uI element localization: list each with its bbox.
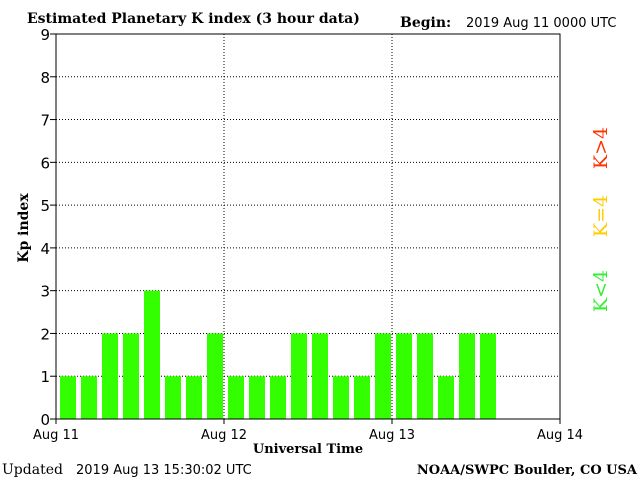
x-tick-label: Aug 11	[33, 428, 79, 443]
legend-k-equals-4: K=4	[590, 195, 612, 237]
bar-mark	[81, 376, 97, 419]
bar-mark	[291, 333, 307, 419]
bar-mark	[396, 333, 412, 419]
updated-value: 2019 Aug 13 15:30:02 UTC	[76, 463, 252, 478]
bar-mark	[333, 376, 349, 419]
y-tick-label: 2	[40, 325, 50, 343]
x-tick-label: Aug 14	[537, 428, 583, 443]
bar-mark	[312, 333, 328, 419]
legend-k-below-4: K<4	[590, 270, 612, 312]
y-tick-label: 6	[40, 154, 50, 172]
legend-k-above-4: K>4	[590, 127, 612, 169]
grid-lines	[56, 34, 560, 419]
updated-label: Updated	[2, 462, 63, 478]
y-tick-label: 7	[40, 112, 50, 130]
y-axis: 0 1 2 3 4 5 6 7 8 9	[40, 26, 56, 429]
bar-mark	[144, 290, 160, 419]
x-axis: Aug 11 Aug 12 Aug 13 Aug 14	[33, 419, 583, 443]
bar-mark	[207, 333, 223, 419]
bar-mark	[123, 333, 139, 419]
legend: K<4 K=4 K>4	[590, 127, 612, 312]
bar-mark	[417, 333, 433, 419]
begin-value: 2019 Aug 11 0000 UTC	[466, 16, 616, 31]
plot-frame	[55, 33, 561, 420]
y-tick-label: 1	[40, 368, 50, 386]
bar-mark	[228, 376, 244, 419]
bar-mark	[375, 333, 391, 419]
bar-mark	[459, 333, 475, 419]
y-tick-label: 3	[40, 283, 50, 301]
y-tick-label: 0	[40, 411, 50, 429]
y-tick-label: 4	[40, 240, 50, 258]
y-axis-label: Kp index	[16, 193, 32, 263]
bar-series	[60, 290, 496, 419]
x-axis-label: Universal Time	[253, 442, 363, 457]
bar-mark	[270, 376, 286, 419]
bar-mark	[60, 376, 76, 419]
y-tick-label: 8	[40, 69, 50, 87]
begin-label: Begin:	[400, 15, 451, 31]
bar-mark	[186, 376, 202, 419]
bar-mark	[480, 333, 496, 419]
y-tick-label: 9	[40, 26, 50, 44]
bar-mark	[102, 333, 118, 419]
bar-mark	[438, 376, 454, 419]
x-tick-label: Aug 12	[201, 428, 247, 443]
bar-mark	[354, 376, 370, 419]
chart-title: Estimated Planetary K index (3 hour data…	[27, 11, 360, 27]
bar-mark	[249, 376, 265, 419]
credit-text: NOAA/SWPC Boulder, CO USA	[417, 463, 638, 478]
bar-mark	[165, 376, 181, 419]
y-tick-label: 5	[40, 197, 50, 215]
x-tick-label: Aug 13	[369, 428, 415, 443]
